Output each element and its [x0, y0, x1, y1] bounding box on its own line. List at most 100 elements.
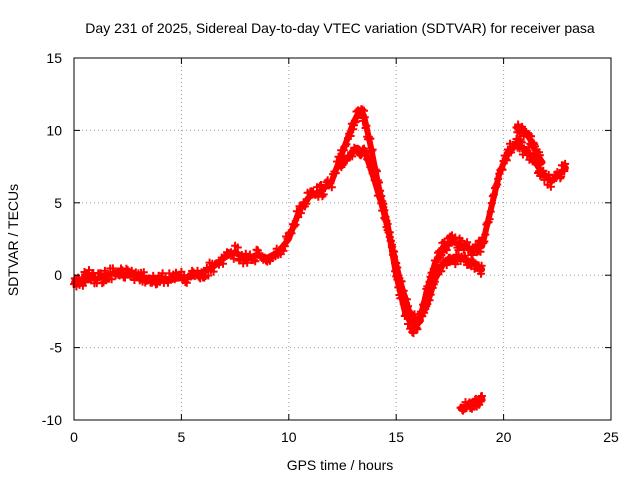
data-point [85, 266, 93, 275]
data-point [330, 167, 339, 176]
data-point [392, 259, 401, 267]
data-point [375, 187, 383, 195]
data-point [560, 167, 569, 176]
data-point [430, 256, 439, 265]
data-point [362, 121, 371, 130]
series-outlier-cluster [456, 392, 486, 415]
data-point [197, 268, 206, 277]
data-point [399, 286, 408, 295]
data-point [480, 237, 489, 246]
data-point [404, 302, 412, 311]
data-point [236, 254, 245, 263]
data-point [486, 207, 495, 216]
data-point [527, 132, 535, 141]
data-point [494, 174, 503, 183]
data-point [326, 179, 335, 188]
data-point [487, 199, 496, 208]
data-point [479, 239, 488, 248]
data-point [100, 266, 109, 275]
data-point [364, 156, 373, 165]
data-point [304, 193, 313, 202]
data-point [139, 268, 148, 277]
x-tick-label: 15 [388, 429, 404, 445]
data-point [561, 159, 570, 168]
data-point [251, 257, 260, 266]
data-point [457, 236, 466, 245]
data-point [430, 277, 439, 286]
series-line [337, 144, 486, 325]
data-point [384, 228, 393, 237]
data-point [386, 236, 395, 245]
data-point [393, 263, 402, 272]
data-point [115, 271, 124, 280]
x-axis-label: GPS time / hours [287, 457, 394, 473]
data-point [476, 247, 485, 256]
grid-lines [74, 58, 611, 420]
data-point [121, 273, 129, 282]
data-point [463, 238, 472, 247]
data-point [360, 113, 369, 122]
data-point [279, 246, 288, 255]
data-point [537, 158, 546, 167]
data-point [381, 215, 390, 224]
data-point [379, 203, 388, 212]
y-tick-label: 10 [46, 122, 62, 138]
data-point [428, 283, 437, 292]
data-point [369, 170, 378, 179]
data-point [177, 267, 186, 276]
data-point [283, 234, 292, 243]
data-point [477, 269, 485, 278]
data-point [390, 247, 399, 256]
data-point [338, 161, 347, 169]
data-point [477, 392, 486, 400]
series-upper-branch [512, 120, 546, 167]
data-point [245, 250, 254, 259]
data-point [367, 164, 376, 173]
y-tick-label: 0 [54, 267, 62, 283]
series-main-track [70, 105, 570, 338]
series-secondary-track [336, 143, 486, 327]
data-point [331, 169, 340, 178]
data-point [465, 242, 474, 251]
data-point [426, 290, 435, 299]
data-point [342, 140, 351, 149]
y-axis-label: SDTVAR / TECUs [5, 184, 21, 296]
data-point [404, 320, 412, 328]
data-point [444, 241, 453, 250]
data-point [280, 242, 289, 251]
data-point [387, 240, 396, 249]
x-tick-label: 20 [496, 429, 512, 445]
data-point [410, 310, 419, 319]
data-point [362, 148, 371, 157]
x-tick-label: 0 [70, 429, 78, 445]
data-point [413, 325, 422, 334]
data-point [158, 269, 167, 278]
x-tick-label: 25 [603, 429, 619, 445]
data-point [182, 278, 191, 287]
data-point [321, 184, 329, 193]
axis-ticks: 0 5 10 15 20 25 -10 -5 0 5 10 15 [42, 50, 619, 445]
data-point [372, 180, 381, 189]
data-point [368, 145, 377, 154]
data-point [402, 295, 411, 304]
data-point [108, 264, 117, 273]
data-point [425, 296, 434, 305]
y-tick-label: 5 [54, 195, 62, 211]
x-tick-label: 10 [281, 429, 297, 445]
data-point [376, 192, 385, 201]
data-series [70, 105, 570, 415]
data-point [351, 117, 360, 126]
data-point [96, 269, 105, 278]
y-tick-label: 15 [46, 50, 62, 66]
data-point [507, 148, 516, 157]
data-point [442, 261, 451, 270]
data-point [229, 254, 238, 263]
data-point [302, 199, 311, 208]
data-point [517, 138, 526, 147]
data-point [204, 271, 213, 280]
data-point [339, 146, 348, 155]
y-tick-label: -10 [42, 412, 62, 428]
data-point [498, 165, 507, 174]
data-point [358, 105, 367, 114]
data-point [287, 229, 296, 238]
